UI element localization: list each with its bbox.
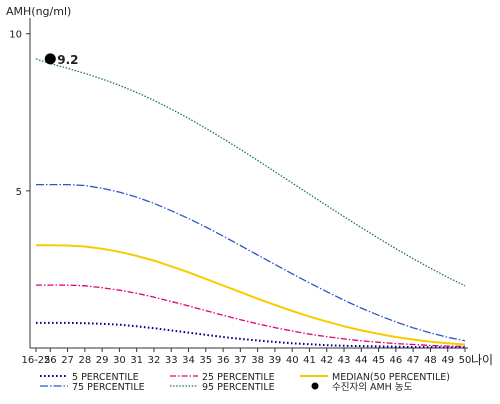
x-tick-label: 30 (113, 355, 126, 366)
x-tick-label: 39 (269, 355, 282, 366)
series-line-p95 (35, 58, 466, 287)
legend-label: 25 PERCENTILE (202, 372, 275, 383)
marker-layer: 9.2 (44, 53, 79, 67)
legend-label: 95 PERCENTILE (202, 382, 275, 393)
x-tick-label: 27 (61, 355, 74, 366)
legend-label: 수진자의 AMH 농도 (332, 382, 413, 393)
x-tick-label: 43 (338, 355, 351, 366)
x-tick-label: 33 (165, 355, 178, 366)
legend-label: MEDIAN(50 PERCENTILE) (332, 372, 450, 383)
y-tick-label: 10 (9, 30, 22, 41)
x-tick-label: 48 (424, 355, 437, 366)
x-tick-label: 37 (234, 355, 247, 366)
patient-amh-value-label: 9.2 (57, 53, 78, 67)
x-tick-label: 38 (251, 355, 264, 366)
series-layer (35, 58, 466, 349)
x-tick-label: 34 (182, 355, 195, 366)
x-tick-label: 26 (44, 355, 57, 366)
x-tick-label: 44 (355, 355, 368, 366)
patient-amh-marker (44, 53, 56, 65)
series-line-p50 (36, 244, 466, 346)
x-tick-label: 29 (96, 355, 109, 366)
x-axis-label: 나이 (471, 353, 493, 367)
legend-label: 5 PERCENTILE (72, 372, 139, 383)
x-tick-label: 49 (441, 355, 454, 366)
series-line-p5 (36, 321, 465, 349)
series-line-p75 (36, 183, 466, 342)
x-tick-label: 47 (407, 355, 420, 366)
legend-swatch-marker (311, 382, 319, 390)
x-tick-label: 46 (390, 355, 403, 366)
x-tick-label: 45 (372, 355, 385, 366)
x-tick-label: 36 (217, 355, 230, 366)
legend-label: 75 PERCENTILE (72, 382, 145, 393)
x-tick-label: 16-25 (21, 355, 50, 366)
x-tick-label: 31 (130, 355, 143, 366)
x-tick-label: 28 (78, 355, 91, 366)
x-tick-label: 50 (459, 355, 472, 366)
legend: 5 PERCENTILE 25 PERCENTILE MEDIAN(50 PERCE… (40, 372, 450, 393)
x-tick-label: 32 (148, 355, 161, 366)
y-axis-label: AMH(ng/ml) (6, 5, 71, 18)
x-tick-label: 42 (320, 355, 333, 366)
x-tick-label: 41 (303, 355, 316, 366)
x-tick-label: 35 (199, 355, 212, 366)
series-line-p25 (36, 284, 466, 348)
y-tick-label: 5 (16, 187, 22, 198)
x-tick-label: 40 (286, 355, 299, 366)
